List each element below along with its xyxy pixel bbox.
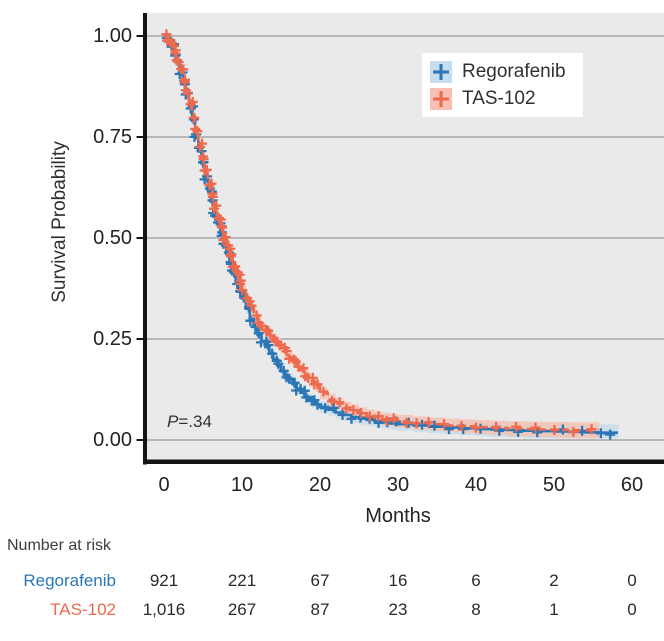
x-tick-label-60: 60: [620, 474, 644, 496]
x-tick-label-10: 10: [230, 474, 254, 496]
risk-row-label-regorafenib: Regorafenib: [23, 571, 116, 590]
risk-value: 16: [388, 571, 408, 590]
risk-value: 921: [149, 571, 179, 590]
x-tick-label-0: 0: [158, 474, 170, 496]
regorafenib-censor-mark-swatch: [430, 60, 452, 83]
legend-label-tas102: TAS-102: [462, 87, 536, 109]
p-value-annotation: P=.34: [167, 412, 212, 432]
legend-label-regorafenib: Regorafenib: [462, 60, 566, 82]
p-value-number: =.34: [178, 412, 212, 431]
x-tick-label-40: 40: [464, 474, 488, 496]
risk-value: 2: [549, 571, 559, 590]
y-tick-label-050: 0.50: [93, 227, 132, 249]
plus-icon: [433, 90, 449, 107]
risk-value: 221: [227, 571, 257, 590]
x-axis-line: [143, 459, 664, 464]
y-tick-marks: [136, 35, 143, 441]
x-tick-label-20: 20: [308, 474, 332, 496]
legend-item-regorafenib: Regorafenib: [430, 60, 583, 83]
risk-value: 0: [627, 600, 637, 619]
risk-value: 0: [627, 571, 637, 590]
y-axis-title: Survival Probability: [49, 141, 70, 303]
p-value-symbol: P: [167, 412, 179, 431]
y-tick-label-000: 0.00: [93, 429, 132, 451]
x-tick-label-30: 30: [386, 474, 410, 496]
risk-value: 267: [227, 600, 257, 619]
y-axis-line: [143, 13, 147, 465]
gridlines: [146, 35, 664, 441]
risk-value: 67: [310, 571, 330, 590]
plus-icon: [433, 63, 449, 80]
risk-table-title: Number at risk: [7, 537, 112, 554]
y-tick-label-025: 0.25: [93, 328, 132, 350]
risk-value: 87: [310, 600, 330, 619]
risk-value: 8: [471, 600, 481, 619]
risk-value: 1: [549, 600, 559, 619]
censor-marks: [161, 29, 597, 437]
x-tick-label-50: 50: [542, 474, 566, 496]
tas102-censor-mark-swatch: [430, 87, 452, 110]
risk-value: 1,016: [142, 600, 186, 619]
legend: Regorafenib TAS-102: [422, 53, 583, 117]
x-axis-title: Months: [365, 505, 431, 527]
y-tick-label-075: 0.75: [93, 126, 132, 148]
legend-item-tas102: TAS-102: [430, 87, 583, 110]
risk-row-label-tas102: TAS-102: [50, 600, 116, 619]
y-tick-label-100: 1.00: [93, 25, 132, 47]
risk-value: 23: [388, 600, 408, 619]
risk-value: 6: [471, 571, 481, 590]
